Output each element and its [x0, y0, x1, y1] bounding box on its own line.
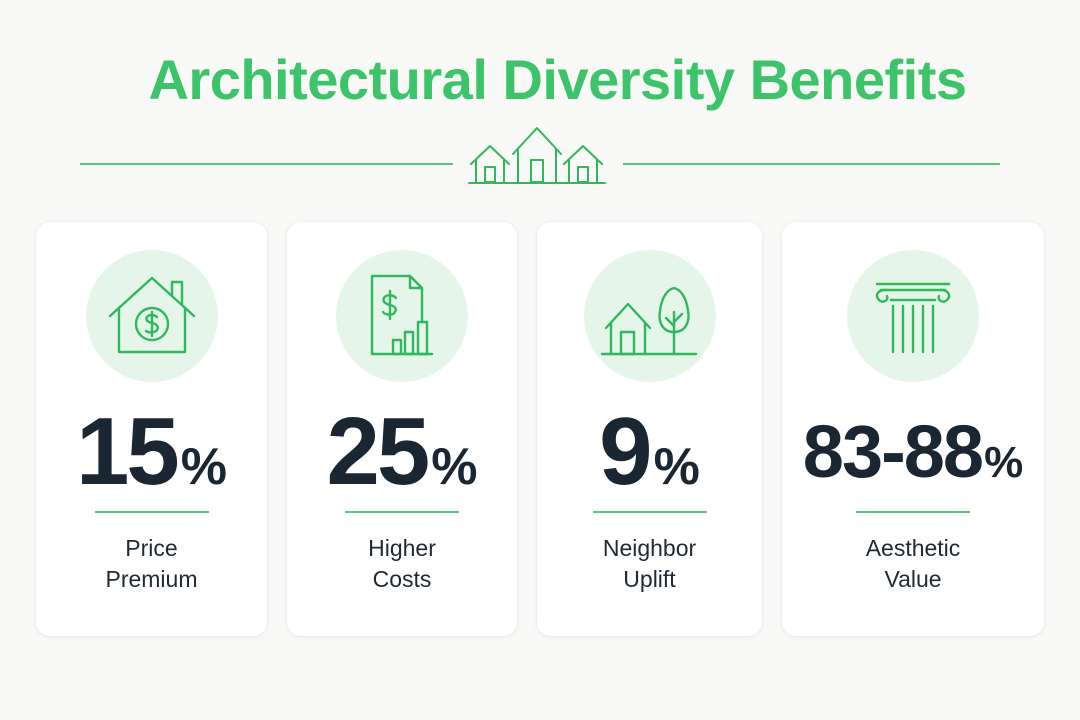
stat-card-higher-costs: 25% Higher Costs: [287, 222, 517, 636]
house-dollar-icon: [108, 276, 195, 354]
stat-label: Price Premium: [105, 535, 198, 592]
column-icon: [875, 282, 951, 354]
stat-label: Neighbor Uplift: [602, 535, 697, 592]
title-divider-right: [623, 163, 1000, 165]
title-divider-left: [80, 163, 453, 165]
icon-circle: [336, 250, 468, 382]
icon-circle: [583, 250, 716, 382]
stat-card-aesthetic-value: 83-88% Aesthetic Value: [782, 222, 1044, 636]
card-divider: [592, 511, 707, 513]
stat-value: 25%: [326, 398, 478, 505]
icon-circle: [847, 250, 979, 382]
stat-label: Aesthetic Value: [865, 535, 961, 592]
stat-value: 15%: [75, 398, 228, 505]
icon-circle: [85, 250, 218, 382]
stat-card-neighbor-uplift: 9% Neighbor Uplift: [537, 222, 762, 636]
card-divider: [345, 511, 459, 513]
stat-value: 83-88%: [802, 410, 1024, 493]
page-title: Architectural Diversity Benefits: [148, 48, 967, 111]
document-dollar-chart-icon: [370, 274, 434, 356]
stat-card-price-premium: 15% Price Premium: [36, 222, 267, 636]
stat-value: 9%: [599, 398, 700, 505]
card-divider: [94, 511, 209, 513]
house-tree-icon: [600, 286, 697, 356]
three-houses-icon: [468, 127, 606, 184]
card-divider: [856, 511, 970, 513]
stat-label: Higher Costs: [368, 535, 436, 592]
